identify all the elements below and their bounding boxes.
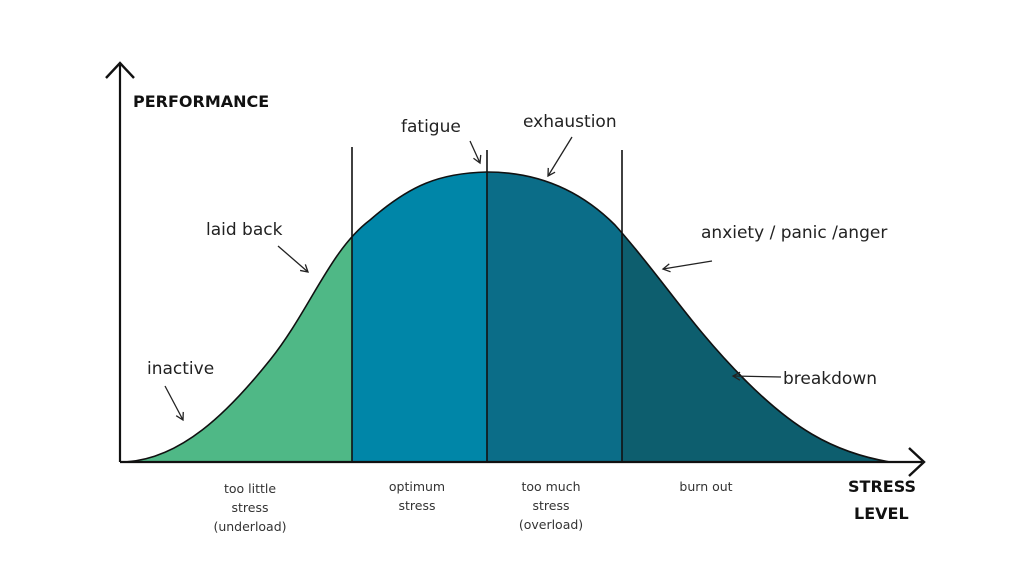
annotation-anxiety: anxiety / panic /anger bbox=[701, 223, 887, 243]
zone-label-line: optimum bbox=[389, 479, 445, 494]
zone-optimum-fill bbox=[352, 172, 487, 462]
zone-label-line: (underload) bbox=[213, 519, 286, 534]
arrow-fatigue bbox=[469, 140, 482, 165]
zone-label-line: (overload) bbox=[519, 517, 583, 532]
annotation-breakdown: breakdown bbox=[783, 369, 877, 389]
zone-label-line: too little bbox=[224, 481, 276, 496]
zone-too-much-fill bbox=[487, 172, 622, 462]
annotation-fatigue: fatigue bbox=[401, 117, 461, 137]
arrow-laid-back bbox=[277, 245, 309, 273]
zone-label-line: too much bbox=[521, 479, 580, 494]
annotation-inactive: inactive bbox=[147, 359, 214, 379]
arrow-inactive bbox=[164, 385, 184, 422]
annotation-laid-back: laid back bbox=[206, 220, 283, 240]
zone-label-too-little: too little stress (underload) bbox=[213, 481, 286, 534]
y-axis-label: PERFORMANCE bbox=[133, 92, 269, 111]
x-axis-arrowhead bbox=[908, 447, 926, 477]
arrow-breakdown bbox=[731, 371, 782, 381]
zone-label-line: stress bbox=[533, 498, 570, 513]
annotation-exhaustion: exhaustion bbox=[523, 112, 617, 132]
y-axis-arrowhead bbox=[105, 61, 135, 79]
zone-label-optimum: optimum stress bbox=[389, 479, 445, 513]
zone-label-too-much: too much stress (overload) bbox=[519, 479, 583, 532]
arrow-exhaustion bbox=[547, 136, 573, 178]
zone-label-line: burn out bbox=[679, 479, 732, 494]
arrow-anxiety bbox=[661, 260, 713, 273]
curve-fill-group bbox=[120, 172, 890, 462]
zone-label-burn-out: burn out bbox=[679, 479, 732, 494]
x-axis-label-line1: STRESS bbox=[848, 477, 916, 496]
zone-label-line: stress bbox=[399, 498, 436, 513]
zone-label-line: stress bbox=[232, 500, 269, 515]
zone-too-little-fill bbox=[120, 172, 352, 462]
x-axis-label-line2: LEVEL bbox=[854, 504, 909, 523]
